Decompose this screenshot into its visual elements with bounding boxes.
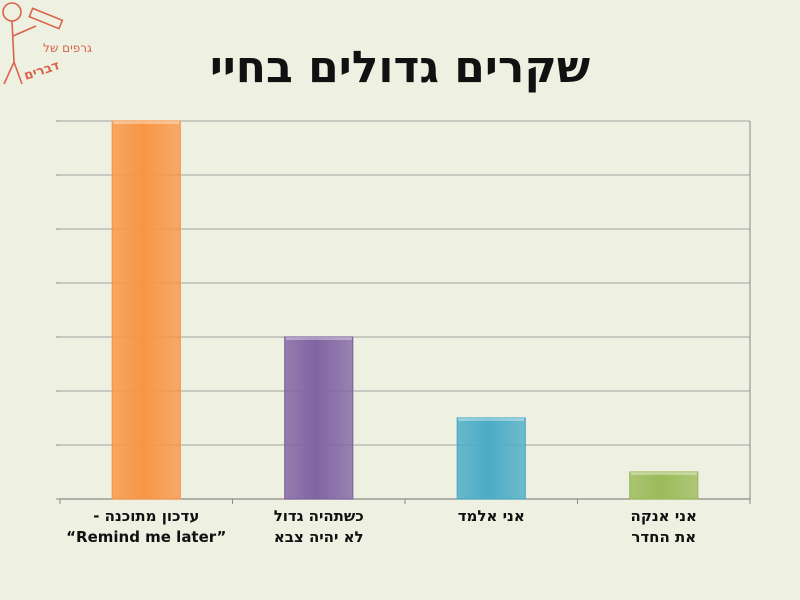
x-tick-label-1: עדכון מתוכנה - “Remind me later” xyxy=(60,506,232,548)
x-tick-label-line: לא יהיה צבא xyxy=(273,528,364,546)
x-tick-label-line: את החדר xyxy=(631,528,697,546)
x-tick-label-line: אני אלמד xyxy=(457,507,525,525)
bar-highlight xyxy=(630,472,697,475)
bar-highlight xyxy=(285,337,352,340)
stick-figure-with-pencil-icon xyxy=(2,2,64,85)
x-tick-label-line: “Remind me later” xyxy=(66,528,227,546)
bar-4 xyxy=(629,471,699,500)
bar-3 xyxy=(456,417,526,500)
x-tick-label-line: אני אנקה xyxy=(630,507,697,525)
bar-1 xyxy=(111,120,181,500)
page-title: שקרים גדולים בחיי xyxy=(209,42,591,93)
x-tick-label-line: כשתהיה גדול xyxy=(273,507,364,525)
logo: גרפים של דברים xyxy=(2,2,92,85)
bar-2 xyxy=(284,336,354,500)
x-tick-label-2: כשתהיה גדול לא יהיה צבא xyxy=(233,506,405,548)
bar-highlight xyxy=(458,418,525,421)
x-tick-label-line: עדכון מתוכנה - xyxy=(93,507,200,525)
x-tick-label-3: אני אלמד xyxy=(405,506,577,527)
logo-text-line1: גרפים של xyxy=(43,41,92,55)
bar-highlight xyxy=(113,121,180,124)
x-tick-label-4: אני אנקה את החדר xyxy=(578,506,750,548)
